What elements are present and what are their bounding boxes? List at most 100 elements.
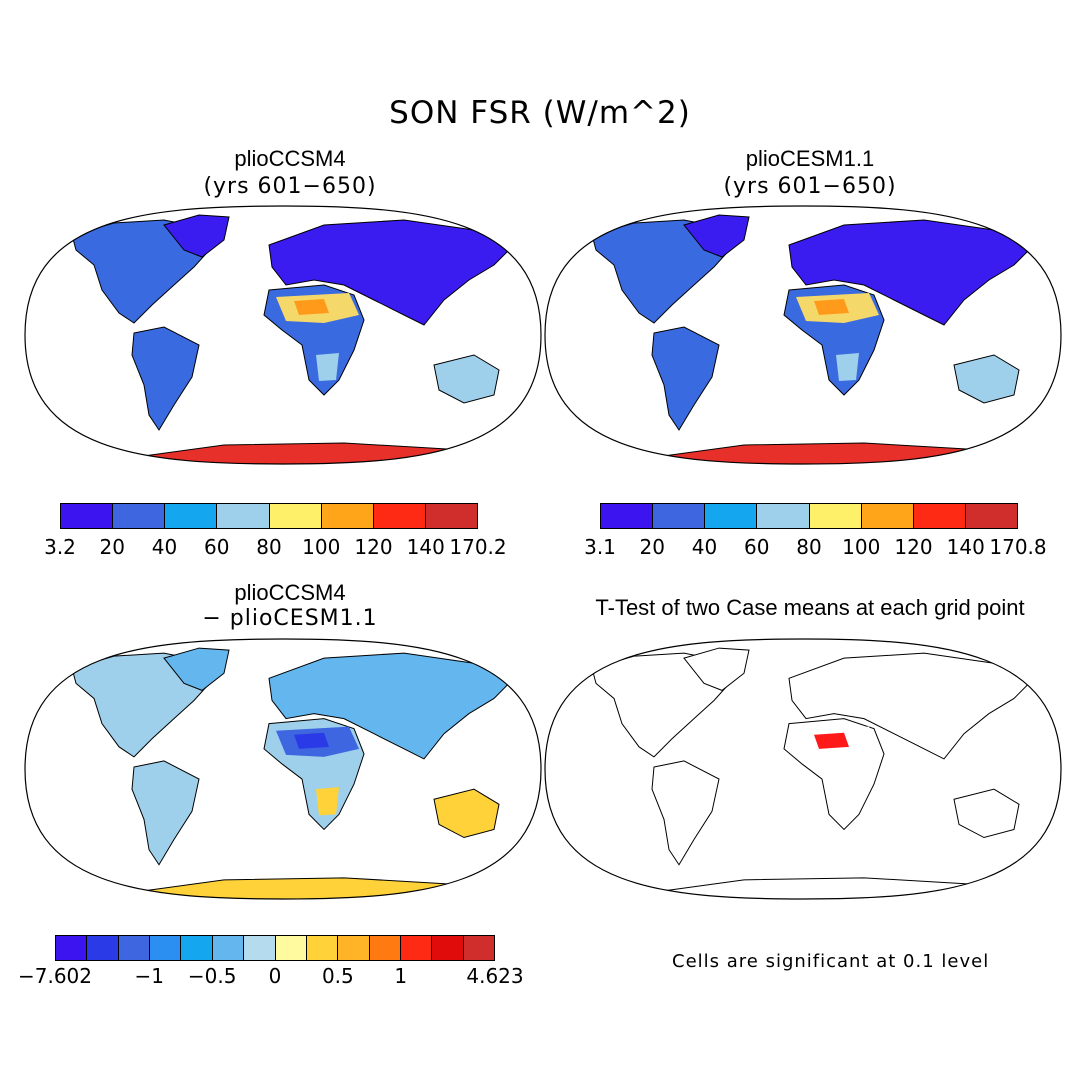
land-region-eurasia	[268, 219, 515, 326]
land-region-australia	[433, 354, 500, 404]
land-region-australia	[953, 354, 1020, 404]
colorbar-swatch	[913, 504, 966, 528]
colorbar-panel-3	[55, 935, 495, 961]
colorbar-swatch	[87, 936, 119, 960]
colorbar-tick-label: 140	[946, 535, 985, 559]
colorbar-swatch	[56, 936, 88, 960]
colorbar-swatch	[306, 936, 339, 960]
colorbar-tick-label: 0.5	[321, 964, 354, 988]
panel-3-title: plioCCSM4	[234, 580, 346, 605]
colorbar-panel-1	[60, 503, 478, 529]
colorbar-tick-label: 4.623	[466, 964, 524, 988]
colorbar-tick-label: 20	[99, 535, 125, 559]
land-region-greenland	[683, 647, 750, 691]
colorbar-tick-label: 170.8	[989, 535, 1047, 559]
colorbar-swatch	[705, 504, 758, 528]
colorbar-tick-label: 170.2	[449, 535, 507, 559]
colorbar-tick-label: 120	[354, 535, 393, 559]
colorbar-swatch	[757, 504, 810, 528]
colorbar-swatch	[113, 504, 166, 528]
land-region-saharacore	[814, 299, 849, 315]
land-region-arid	[316, 353, 339, 381]
map-border	[24, 205, 542, 465]
colorbar-swatch	[217, 504, 270, 528]
land-region-greenland	[163, 214, 230, 258]
colorbar-swatch	[165, 504, 218, 528]
panel-3-subtitle: − plioCESM1.1	[202, 606, 378, 631]
colorbar-swatch	[181, 936, 213, 960]
colorbar-3-labels: −7.602 −1 −0.5 0 0.5 1 4.623	[18, 964, 524, 988]
colorbar-swatch	[965, 504, 1017, 528]
colorbar-tick-label: 60	[204, 535, 230, 559]
land-region-greenland	[683, 214, 750, 258]
colorbar-swatch	[338, 936, 370, 960]
panel-1-title: plioCCSM4	[234, 146, 346, 171]
colorbar-swatch	[269, 504, 322, 528]
colorbar-tick-label: 120	[894, 535, 933, 559]
colorbar-tick-label: 3.1	[584, 535, 616, 559]
colorbar-tick-label: 100	[302, 535, 341, 559]
land-region-namerica	[71, 219, 215, 324]
map-border	[24, 638, 542, 900]
colorbar-swatch	[400, 936, 433, 960]
panel-4-title: T-Test of two Case means at each grid po…	[595, 595, 1025, 620]
colorbar-tick-label: −7.602	[17, 964, 93, 988]
panel-1-subtitle: (yrs 601−650)	[203, 174, 377, 199]
colorbar-tick-label: 40	[151, 535, 178, 559]
land-region-greenland	[163, 647, 230, 691]
colorbar-swatch	[432, 936, 464, 960]
panel-2-subtitle: (yrs 601−650)	[723, 174, 897, 199]
land-region-saharacore	[814, 732, 849, 749]
colorbar-swatch	[118, 936, 151, 960]
land-region-samerica	[651, 326, 720, 431]
land-region-namerica	[591, 219, 735, 324]
colorbar-tick-label: 80	[256, 535, 282, 559]
colorbar-panel-2	[600, 503, 1018, 529]
map-border	[544, 638, 1062, 900]
map-panel-4	[544, 638, 1062, 900]
land-region-eurasia	[788, 652, 1035, 760]
colorbar-swatch	[275, 936, 307, 960]
land-region-arid	[836, 353, 859, 381]
colorbar-swatch	[61, 504, 114, 528]
colorbar-swatch	[212, 936, 245, 960]
land-region-australia	[953, 788, 1020, 839]
land-region-arid	[836, 787, 859, 816]
land-region-samerica	[131, 760, 200, 866]
colorbar-tick-label: 100	[842, 535, 881, 559]
colorbar-2-labels: 3.1 20 40 60 80 100 120 140 170.8	[584, 535, 1047, 559]
land-region-arid	[316, 787, 339, 816]
significance-note: Cells are significant at 0.1 level	[672, 951, 990, 972]
colorbar-swatch	[463, 936, 495, 960]
map-panel-3	[24, 638, 542, 900]
colorbar-tick-label: 20	[639, 535, 665, 559]
colorbar-swatch	[809, 504, 862, 528]
colorbar-tick-label: 40	[691, 535, 718, 559]
map-panel-1	[24, 205, 542, 465]
land-region-australia	[433, 788, 500, 839]
map-panel-2	[544, 205, 1062, 465]
land-region-eurasia	[268, 652, 515, 760]
colorbar-tick-label: −1	[134, 964, 165, 988]
land-region-namerica	[591, 652, 735, 758]
land-region-samerica	[131, 326, 200, 431]
colorbar-swatch	[369, 936, 401, 960]
colorbar-swatch	[601, 504, 654, 528]
colorbar-tick-label: 0	[268, 964, 282, 988]
panel-2-title: plioCESM1.1	[745, 146, 875, 171]
colorbar-tick-label: 140	[406, 535, 445, 559]
map-border	[544, 205, 1062, 465]
colorbar-tick-label: 60	[744, 535, 770, 559]
land-region-namerica	[71, 652, 215, 758]
colorbar-tick-label: 3.2	[44, 535, 76, 559]
colorbar-swatch	[861, 504, 914, 528]
land-region-saharacore	[294, 732, 329, 749]
land-region-eurasia	[788, 219, 1035, 326]
colorbar-swatch	[150, 936, 182, 960]
land-region-saharacore	[294, 299, 329, 315]
colorbar-swatch	[653, 504, 706, 528]
colorbar-swatch	[244, 936, 276, 960]
colorbar-tick-label: 80	[796, 535, 822, 559]
land-region-samerica	[651, 760, 720, 866]
colorbar-1-labels: 3.2 20 40 60 80 100 120 140 170.2	[44, 535, 507, 559]
